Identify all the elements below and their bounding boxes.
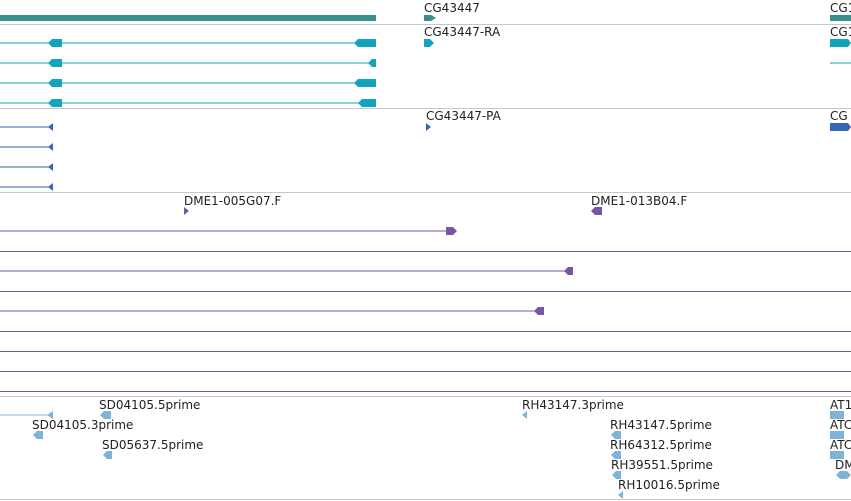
est-feature[interactable] (0, 411, 53, 419)
est-label[interactable]: DM (835, 458, 851, 472)
est-label[interactable]: AT1 (830, 398, 851, 412)
transcript-label[interactable]: CG43447-RA (424, 25, 501, 39)
est-track: SD04105.5prime SD04105.3prime SD05637.5p… (0, 398, 851, 499)
est-feature[interactable]: RH64312.5prime (610, 438, 712, 459)
transcript-protein-feature[interactable]: CG (830, 109, 851, 131)
est-feature[interactable]: ATC (830, 438, 851, 459)
est-feature[interactable]: RH43147.5prime (610, 418, 712, 439)
est-feature[interactable]: RH43147.3prime (522, 398, 624, 419)
est-label[interactable]: RH43147.5prime (610, 418, 712, 432)
est-label[interactable]: RH64312.5prime (610, 438, 712, 452)
est-feature[interactable]: SD04105.3prime (32, 418, 133, 439)
gene-label[interactable]: CG1 (830, 1, 851, 15)
est-feature[interactable]: DM (835, 458, 851, 479)
transcript-protein-row[interactable] (0, 123, 53, 131)
transcript-rna-row[interactable] (0, 99, 376, 107)
est-label[interactable]: RH39551.5prime (611, 458, 713, 472)
est-label[interactable]: ATC (830, 418, 851, 432)
est-feature[interactable]: SD04105.5prime (99, 398, 200, 419)
transcript-protein-row[interactable] (0, 163, 53, 171)
est-feature[interactable]: AT1 (830, 398, 851, 419)
est-label[interactable]: SD04105.5prime (99, 398, 200, 412)
gene-bar[interactable] (830, 15, 851, 21)
transcript-protein-feature[interactable]: CG43447-PA (426, 109, 502, 131)
protein-label[interactable]: CG (830, 109, 848, 123)
transcript-rna-feature[interactable]: CG43447-RA (424, 25, 501, 47)
transcript-label[interactable]: CG1 (830, 25, 851, 39)
transcript-rna-feature[interactable]: CG1 (830, 25, 851, 64)
cdna-feature[interactable]: DME1-013B04.F (591, 194, 687, 215)
transcript-protein-row[interactable] (0, 143, 53, 151)
est-label[interactable]: RH10016.5prime (618, 478, 720, 492)
gene-strand-arrow-icon[interactable] (424, 15, 436, 21)
transcript-protein-track: CG43447-PA CG (0, 109, 851, 191)
cdna-alignment-row[interactable] (0, 307, 544, 315)
protein-label[interactable]: CG43447-PA (426, 109, 502, 123)
est-label[interactable]: ATC (830, 438, 851, 452)
cdna-track: DME1-005G07.F DME1-013B04.F (0, 194, 851, 392)
cdna-label[interactable]: DME1-013B04.F (591, 194, 687, 208)
cdna-alignment-row[interactable] (0, 227, 457, 235)
gene-label[interactable]: CG43447 (424, 1, 480, 15)
est-label[interactable]: SD04105.3prime (32, 418, 133, 432)
transcript-protein-row[interactable] (0, 183, 53, 191)
transcript-rna-row[interactable] (0, 39, 376, 47)
transcript-rna-row[interactable] (0, 59, 376, 67)
est-label[interactable]: RH43147.3prime (522, 398, 624, 412)
cdna-label[interactable]: DME1-005G07.F (184, 194, 281, 208)
gene-bar[interactable] (0, 15, 376, 21)
est-feature[interactable]: SD05637.5prime (102, 438, 203, 459)
est-label[interactable]: SD05637.5prime (102, 438, 203, 452)
transcript-rna-track: CG43447-RA CG1 (0, 25, 851, 107)
cdna-feature[interactable]: DME1-005G07.F (184, 194, 281, 215)
est-feature[interactable]: RH39551.5prime (611, 458, 713, 479)
est-feature[interactable]: RH10016.5prime (618, 478, 720, 499)
est-feature[interactable]: ATC (830, 418, 851, 439)
cdna-alignment-row[interactable] (0, 267, 573, 275)
transcript-rna-row[interactable] (0, 79, 376, 87)
gene-track: CG43447 CG1 (0, 1, 851, 21)
